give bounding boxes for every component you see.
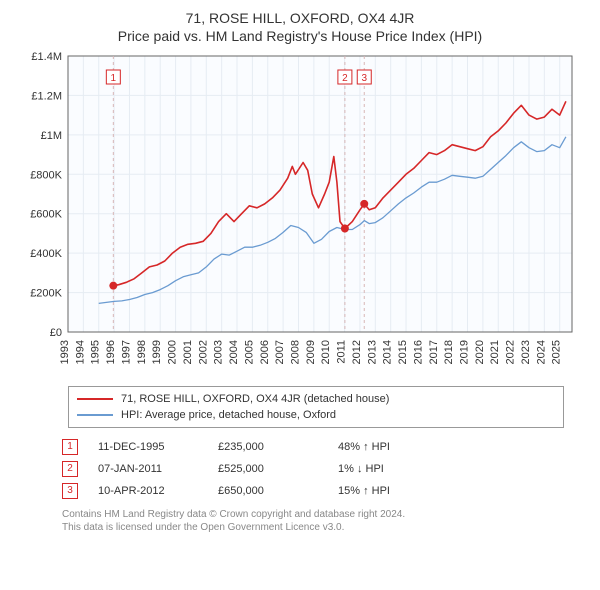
event-price: £525,000 [218, 463, 338, 475]
svg-text:2003: 2003 [213, 340, 225, 364]
event-row: 2 07-JAN-2011 £525,000 1% ↓ HPI [62, 458, 564, 480]
svg-text:1999: 1999 [151, 340, 163, 364]
legend-label-red: 71, ROSE HILL, OXFORD, OX4 4JR (detached… [121, 393, 389, 405]
svg-text:2012: 2012 [351, 340, 363, 364]
svg-text:2014: 2014 [382, 340, 394, 364]
event-date: 07-JAN-2011 [98, 463, 218, 475]
svg-text:£1M: £1M [41, 130, 62, 142]
svg-text:1997: 1997 [120, 340, 132, 364]
svg-text:2017: 2017 [428, 340, 440, 364]
attribution-line: Contains HM Land Registry data © Crown c… [62, 508, 564, 521]
legend: 71, ROSE HILL, OXFORD, OX4 4JR (detached… [68, 386, 564, 428]
svg-text:2008: 2008 [289, 340, 301, 364]
svg-text:1994: 1994 [74, 340, 86, 364]
svg-text:£600K: £600K [30, 209, 62, 221]
svg-text:2002: 2002 [197, 340, 209, 364]
svg-text:2025: 2025 [551, 340, 563, 364]
svg-text:2015: 2015 [397, 340, 409, 364]
svg-text:2023: 2023 [520, 340, 532, 364]
svg-text:£400K: £400K [30, 248, 62, 260]
svg-text:£800K: £800K [30, 169, 62, 181]
svg-text:2018: 2018 [443, 340, 455, 364]
event-marker-3: 3 [62, 483, 78, 499]
svg-text:2013: 2013 [366, 340, 378, 364]
legend-label-blue: HPI: Average price, detached house, Oxfo… [121, 409, 336, 421]
event-delta: 15% ↑ HPI [338, 485, 458, 497]
event-price: £235,000 [218, 441, 338, 453]
svg-text:2016: 2016 [412, 340, 424, 364]
svg-text:2: 2 [342, 73, 348, 84]
event-row: 3 10-APR-2012 £650,000 15% ↑ HPI [62, 480, 564, 502]
event-date: 11-DEC-1995 [98, 441, 218, 453]
legend-swatch-blue [77, 414, 113, 416]
event-price: £650,000 [218, 485, 338, 497]
svg-text:1998: 1998 [136, 340, 148, 364]
svg-text:2019: 2019 [459, 340, 471, 364]
svg-text:2010: 2010 [320, 340, 332, 364]
event-marker-2: 2 [62, 461, 78, 477]
svg-text:2005: 2005 [243, 340, 255, 364]
svg-text:2020: 2020 [474, 340, 486, 364]
legend-row: HPI: Average price, detached house, Oxfo… [77, 407, 555, 423]
svg-text:2021: 2021 [489, 340, 501, 364]
svg-text:2024: 2024 [535, 340, 547, 364]
legend-row: 71, ROSE HILL, OXFORD, OX4 4JR (detached… [77, 391, 555, 407]
svg-text:£0: £0 [50, 327, 62, 339]
legend-swatch-red [77, 398, 113, 400]
attribution: Contains HM Land Registry data © Crown c… [62, 508, 564, 534]
svg-text:2009: 2009 [305, 340, 317, 364]
event-marker-1: 1 [62, 439, 78, 455]
svg-text:2000: 2000 [167, 340, 179, 364]
svg-text:1995: 1995 [90, 340, 102, 364]
svg-text:1996: 1996 [105, 340, 117, 364]
event-delta: 1% ↓ HPI [338, 463, 458, 475]
attribution-line: This data is licensed under the Open Gov… [62, 521, 564, 534]
svg-text:3: 3 [361, 73, 367, 84]
chart-title-address: 71, ROSE HILL, OXFORD, OX4 4JR [12, 10, 588, 26]
events-table: 1 11-DEC-1995 £235,000 48% ↑ HPI 2 07-JA… [62, 436, 564, 502]
svg-text:2011: 2011 [336, 340, 348, 364]
svg-text:1993: 1993 [59, 340, 71, 364]
svg-text:2001: 2001 [182, 340, 194, 364]
event-date: 10-APR-2012 [98, 485, 218, 497]
svg-text:£1.2M: £1.2M [31, 90, 62, 102]
svg-text:2007: 2007 [274, 340, 286, 364]
svg-text:2004: 2004 [228, 340, 240, 364]
price-chart: £0£200K£400K£600K£800K£1M£1.2M£1.4M19931… [12, 50, 588, 380]
svg-text:2006: 2006 [259, 340, 271, 364]
svg-text:£1.4M: £1.4M [31, 51, 62, 63]
svg-text:£200K: £200K [30, 288, 62, 300]
svg-text:2022: 2022 [505, 340, 517, 364]
event-row: 1 11-DEC-1995 £235,000 48% ↑ HPI [62, 436, 564, 458]
event-delta: 48% ↑ HPI [338, 441, 458, 453]
chart-title-sub: Price paid vs. HM Land Registry's House … [12, 28, 588, 44]
svg-text:1: 1 [111, 73, 117, 84]
